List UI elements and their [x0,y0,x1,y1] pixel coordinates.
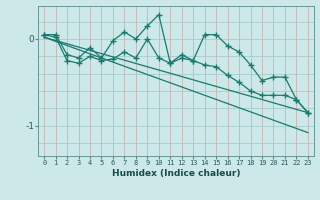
X-axis label: Humidex (Indice chaleur): Humidex (Indice chaleur) [112,169,240,178]
